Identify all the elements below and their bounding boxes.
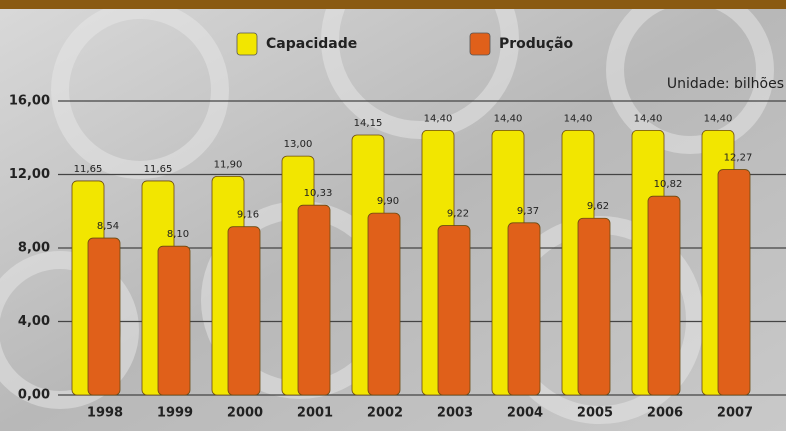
value-label: 10,82 [654,179,683,190]
bar [158,246,190,395]
bar [648,196,680,395]
bar [228,227,260,395]
bar [718,170,750,395]
y-tick-label: 16,00 [9,94,50,109]
value-label: 14,40 [564,113,593,124]
value-label: 11,90 [214,159,243,170]
legend-label: Produção [499,36,574,52]
x-tick-label: 2005 [577,406,613,421]
y-tick-label: 4,00 [18,314,50,329]
value-label: 14,40 [424,113,453,124]
unit-annotation: Unidade: bilhões [667,76,784,92]
top-strip [0,0,786,9]
x-tick-label: 2001 [297,406,333,421]
value-label: 14,40 [704,113,733,124]
value-label: 14,15 [354,118,383,129]
x-tick-label: 2002 [367,406,403,421]
value-label: 8,54 [97,221,119,232]
x-tick-label: 2007 [717,406,753,421]
bar [298,205,330,395]
x-tick-label: 1999 [157,406,193,421]
value-label: 11,65 [74,164,103,175]
x-tick-label: 2000 [227,406,263,421]
y-tick-label: 0,00 [18,388,50,403]
value-label: 9,16 [237,210,259,221]
value-label: 12,27 [724,153,753,164]
value-label: 14,40 [634,113,663,124]
x-tick-label: 2006 [647,406,683,421]
legend-swatch [470,33,490,55]
bar [368,213,400,395]
value-label: 13,00 [284,139,313,150]
value-label: 9,37 [517,206,539,217]
value-label: 14,40 [494,113,523,124]
value-label: 11,65 [144,164,173,175]
x-tick-label: 2003 [437,406,473,421]
x-tick-label: 2004 [507,406,543,421]
value-label: 9,22 [447,209,469,220]
y-tick-label: 12,00 [9,167,50,182]
bar [508,223,540,395]
bar [88,238,120,395]
chart: Unidade: bilhões 0,00 4,00 8,00 12,00 16,00 C… [0,0,786,431]
bar [438,226,470,395]
value-label: 9,62 [587,201,609,212]
value-label: 8,10 [167,229,189,240]
bar [578,218,610,395]
legend-swatch [237,33,257,55]
value-label: 10,33 [304,188,333,199]
legend-label: Capacidade [266,36,357,52]
y-tick-label: 8,00 [18,241,50,256]
x-tick-label: 1998 [87,406,123,421]
value-label: 9,90 [377,196,399,207]
